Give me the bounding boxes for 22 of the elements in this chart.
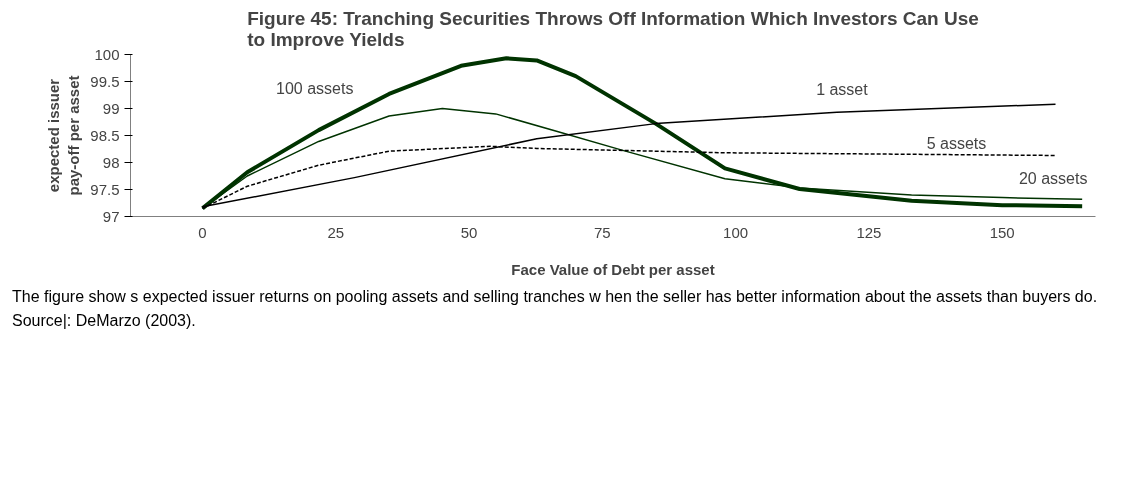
series-label: 20 assets: [1018, 169, 1088, 187]
y-tick-label: 100: [94, 45, 120, 63]
y-tick-label: 97.5: [90, 180, 120, 198]
series-label: 100 assets: [276, 79, 354, 97]
y-axis-title: expected issuer pay-off per asset: [44, 75, 83, 196]
y-tick-label: 98: [102, 153, 120, 171]
y-tick-label: 99.5: [90, 72, 120, 90]
x-tick-label: 125: [856, 223, 882, 241]
x-tick-label: 150: [989, 223, 1015, 241]
x-tick-label: 0: [198, 223, 207, 241]
text: The figure show s expected issuer returns on pooling assets and selling tranches w hen the seller has better information about the assets than buyers do. Source|: DeMarzo (2003).: [12, 287, 1099, 331]
x-tick-label: 25: [327, 223, 345, 241]
series-label: 1 asset: [816, 80, 869, 98]
series-label: 5 assets: [926, 134, 987, 152]
y-tick-label: 98.5: [90, 126, 120, 144]
x-tick-label: 100: [723, 223, 749, 241]
y-tick-label: 97: [102, 207, 120, 225]
chart-title: Figure 45: Tranching Securities Throws Off Information Which Investors Can Use to Improve Yields: [247, 7, 979, 50]
x-axis-title: Face Value of Debt per asset: [511, 260, 715, 278]
x-tick-label: 50: [460, 223, 478, 241]
y-tick-label: 99: [102, 99, 120, 117]
x-tick-label: 75: [593, 223, 611, 241]
